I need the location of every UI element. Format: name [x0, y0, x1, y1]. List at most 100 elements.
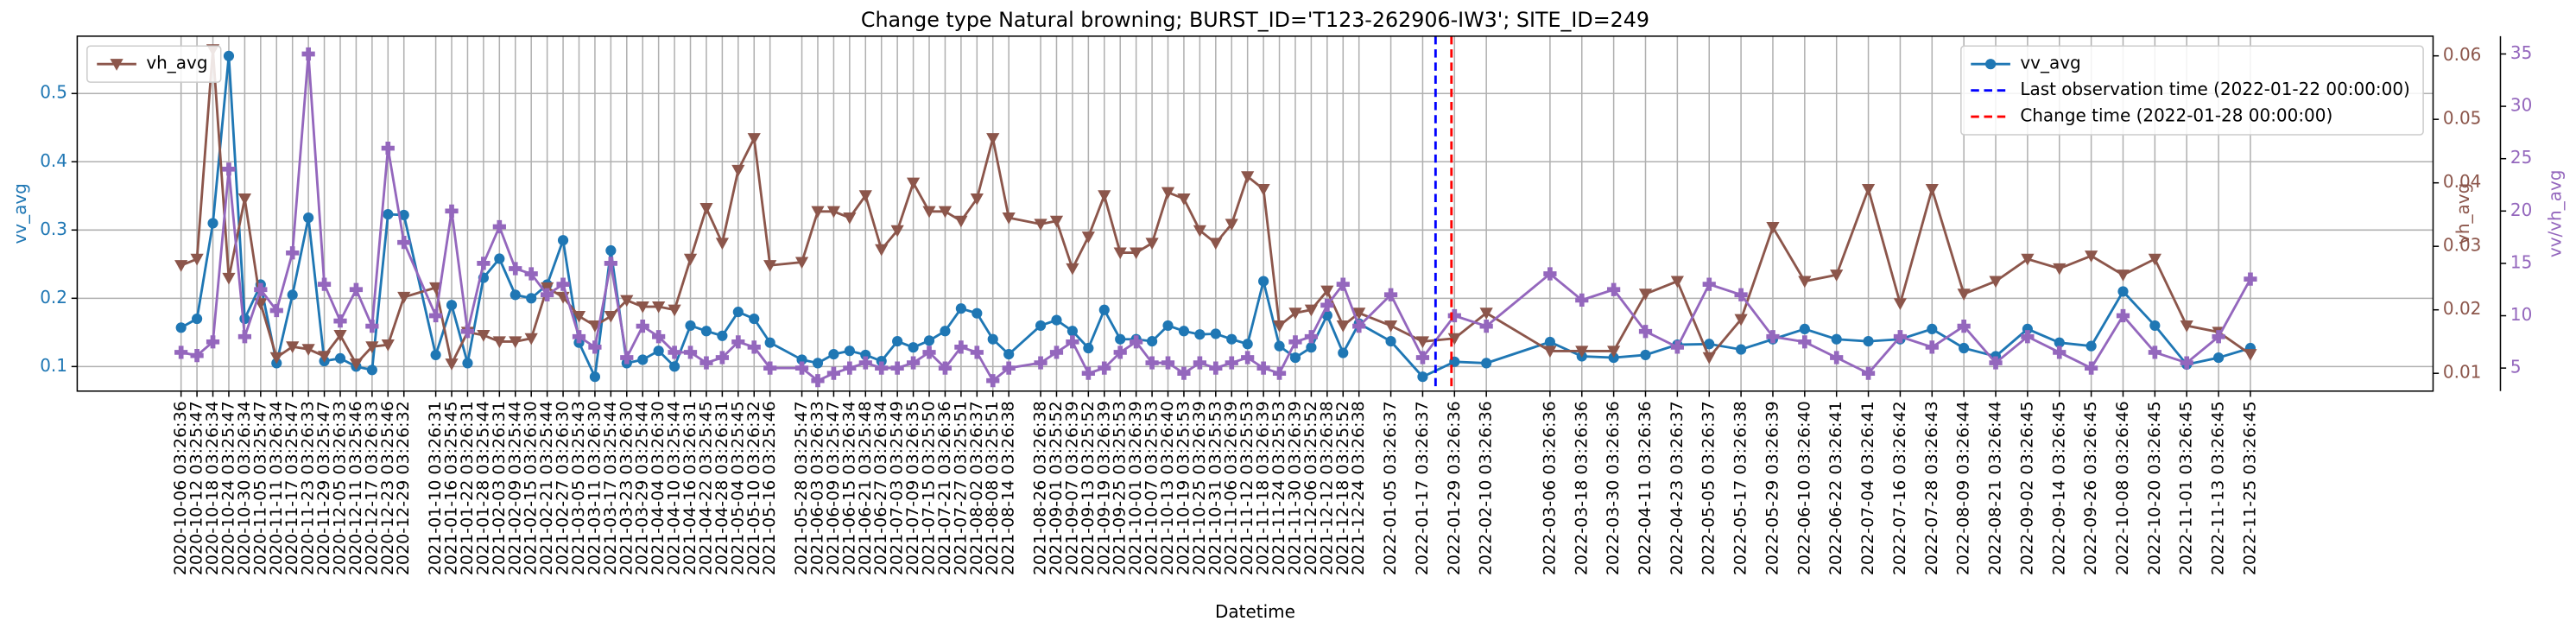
x-tick-label: 2022-07-28 03:26:43 — [1922, 401, 1941, 575]
marker — [1543, 267, 1557, 281]
y-tick-label: 0.1 — [40, 355, 67, 376]
x-tick-label: 2021-02-09 03:25:44 — [505, 401, 524, 575]
marker — [1543, 346, 1557, 358]
marker — [636, 301, 649, 314]
marker — [526, 293, 537, 304]
marker — [1640, 349, 1651, 361]
marker — [333, 314, 347, 328]
marker — [1145, 238, 1159, 250]
marker — [1383, 320, 1398, 333]
x-tick-label: 2021-07-03 03:25:49 — [888, 401, 907, 575]
marker — [1766, 222, 1780, 234]
x-tick-label: 2021-02-27 03:26:30 — [554, 401, 573, 575]
y2-tick-label: 0.06 — [2443, 44, 2481, 65]
marker — [524, 267, 538, 281]
marker — [732, 307, 744, 318]
marker — [1002, 361, 1016, 375]
marker — [365, 320, 379, 333]
marker — [1893, 298, 1908, 310]
marker — [1575, 346, 1589, 358]
x-tick-label: 2022-03-06 03:26:36 — [1540, 401, 1559, 575]
marker — [1113, 247, 1127, 260]
marker — [2212, 352, 2225, 364]
marker — [1066, 326, 1079, 337]
marker — [1415, 336, 1430, 349]
y2-axis-label: vh_avg — [2453, 183, 2473, 244]
y3-axis-label: vv/vh_avg — [2545, 170, 2566, 258]
x-tick-label: 2020-12-17 03:26:33 — [362, 401, 381, 575]
marker — [1209, 361, 1223, 375]
marker — [1861, 183, 1876, 196]
legend-label: vh_avg — [146, 53, 207, 73]
marker — [2244, 272, 2257, 286]
marker — [1736, 344, 1747, 355]
marker — [1479, 307, 1493, 320]
marker — [524, 333, 538, 346]
marker — [1893, 330, 1908, 344]
marker — [428, 282, 443, 295]
x-tick-label: 2021-10-25 03:26:39 — [1190, 401, 1209, 575]
x-tick-label: 2021-09-07 03:26:39 — [1062, 401, 1081, 575]
marker — [860, 349, 871, 361]
marker — [1113, 346, 1127, 359]
x-tick-label: 2021-02-21 03:25:44 — [537, 401, 556, 575]
marker — [906, 177, 921, 190]
x-tick-label: 2021-08-02 03:26:37 — [967, 401, 986, 575]
marker — [397, 291, 411, 304]
marker — [1352, 307, 1366, 320]
marker — [192, 313, 203, 325]
marker — [1927, 323, 1938, 334]
x-tick-label: 2021-01-28 03:25:44 — [473, 401, 492, 575]
y3-tick-label: 5 — [2510, 357, 2522, 377]
marker — [922, 206, 936, 219]
marker — [2022, 323, 2033, 334]
marker — [685, 320, 696, 332]
marker — [349, 358, 364, 371]
marker — [1385, 336, 1396, 347]
marker — [652, 301, 666, 314]
marker — [428, 308, 443, 323]
marker — [175, 322, 187, 333]
marker — [683, 346, 698, 359]
marker — [1957, 320, 1971, 333]
marker — [1146, 336, 1158, 347]
marker — [1225, 219, 1238, 231]
marker — [970, 346, 984, 359]
x-tick-label: 2022-08-21 03:26:44 — [1986, 401, 2005, 575]
marker — [1226, 333, 1237, 345]
marker — [2180, 356, 2193, 370]
x-tick-label: 2020-12-23 03:25:46 — [378, 401, 397, 575]
marker — [445, 358, 459, 371]
marker — [1130, 335, 1143, 349]
marker — [1115, 333, 1126, 345]
x-tick-label: 2020-12-05 03:26:33 — [330, 401, 349, 575]
x-tick-label: 2021-11-18 03:26:39 — [1254, 401, 1273, 575]
x-tick-label: 2021-10-31 03:25:53 — [1206, 401, 1225, 575]
marker — [269, 303, 283, 318]
marker — [1209, 238, 1223, 250]
marker — [510, 289, 521, 301]
marker — [572, 310, 586, 323]
marker — [2149, 320, 2161, 332]
legend: vh_avg — [86, 45, 222, 83]
marker — [605, 244, 617, 257]
x-tick-label: 2021-12-24 03:26:38 — [1349, 401, 1368, 575]
marker — [1193, 225, 1206, 238]
marker — [1002, 212, 1016, 225]
x-tick-label: 2020-10-06 03:26:36 — [171, 401, 190, 575]
x-tick-label: 2022-06-22 03:26:41 — [1826, 401, 1845, 575]
x-tick-label: 2022-05-17 03:26:38 — [1731, 401, 1750, 575]
marker — [1481, 358, 1492, 369]
x-tick-label: 2021-02-15 03:26:30 — [522, 401, 541, 575]
marker — [890, 225, 904, 238]
marker — [668, 346, 681, 359]
marker — [1957, 288, 1971, 301]
marker — [843, 361, 857, 375]
x-tick-label: 2021-06-21 03:25:48 — [856, 401, 875, 575]
marker — [446, 300, 458, 311]
marker — [1081, 366, 1095, 380]
y2-tick-label: 0.01 — [2443, 362, 2481, 383]
marker — [763, 260, 777, 272]
x-tick-label: 2022-06-10 03:26:40 — [1794, 401, 1813, 575]
x-tick-label: 2021-07-27 03:25:51 — [951, 401, 970, 575]
